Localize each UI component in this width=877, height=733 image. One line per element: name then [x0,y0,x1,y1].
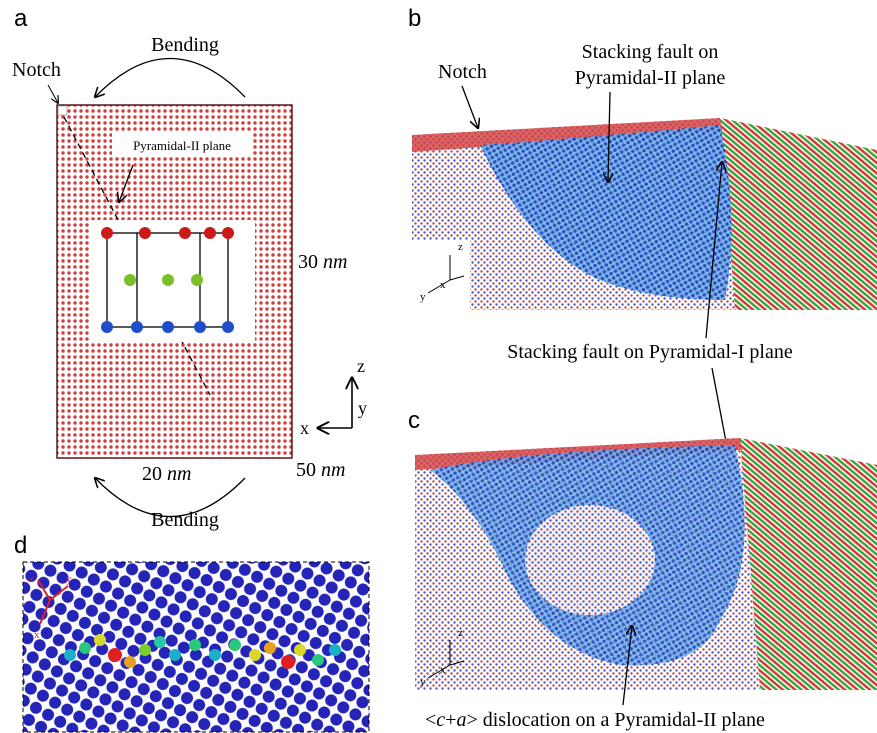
atoms-side [740,438,877,690]
caption-arrow [622,626,632,706]
fault-label: Stacking fault on [582,41,719,63]
axes [427,255,465,294]
panel-label: b [408,5,421,32]
caption-part: + [445,709,456,731]
axis-label: z [357,356,365,376]
plane-box [112,133,252,157]
panel-a: a Bending Notch Pyramidal-II plane 30 nm… [12,5,367,531]
axes [427,640,465,679]
axes [37,579,69,625]
caption-part: > dislocation on a Pyramidal-II plane [466,709,765,731]
dim-height: 30 nm [298,251,347,273]
axis-label: x [440,664,446,676]
dim-width: 20 nm [142,463,191,485]
caption-part: a [456,709,466,731]
fault-label: Pyramidal-II plane [575,67,726,89]
surface [412,118,722,152]
bending-label: Bending [151,509,219,531]
shared-caption: Stacking fault on Pyramidal-I plane [507,341,793,363]
panel-label: a [14,5,28,32]
plane-arrow [119,164,134,202]
axis-label: z [458,627,463,639]
caption-part: < [425,709,436,731]
axis-label: x [440,279,446,291]
notch [57,105,68,116]
bending-label: Bending [151,34,219,56]
dim-value: 30 [298,251,318,273]
panel-label: c [408,407,420,434]
bending-arrow [95,478,246,518]
axis-label: x [300,418,309,438]
axes [318,378,352,428]
notch-label: Notch [438,61,487,83]
caption-part: c [436,709,445,731]
axis-label: y [420,291,426,303]
atoms-side [720,118,877,310]
panel-label: d [14,532,27,559]
caption-arrow [705,162,722,339]
axis-label: y [66,573,72,585]
axis-label: x [34,629,40,641]
panel-c: c z x y <c+a> dislocation on a Pyramidal… [408,407,877,731]
notch-arrow [461,85,478,128]
axis-label: z [458,241,463,253]
dim-depth: 50 nm [296,459,345,481]
panel-b: b Stacking fault on Pyramidal-II plane N… [408,5,877,310]
unit-cell [90,220,255,342]
plane-line [63,116,211,396]
axis-label: y [358,398,367,418]
dim-unit: nm [167,463,191,485]
dim-unit: nm [323,251,347,273]
dim-value: 50 [296,459,316,481]
notch-arrow [47,84,58,103]
fault [480,125,732,300]
atoms [525,505,655,615]
dim-value: 20 [142,463,162,485]
panel-d: d z y x [14,532,370,733]
notch-label: Notch [12,59,61,81]
bending-arrow [95,57,246,98]
axis-label: y [420,676,426,688]
axis-label: z [29,573,34,585]
fault-arrow [608,91,610,182]
plane-label: Pyramidal-II plane [133,138,231,153]
caption: <c+a> dislocation on a Pyramidal-II plan… [425,709,765,731]
defect-band [64,634,341,669]
dim-unit: nm [321,459,345,481]
